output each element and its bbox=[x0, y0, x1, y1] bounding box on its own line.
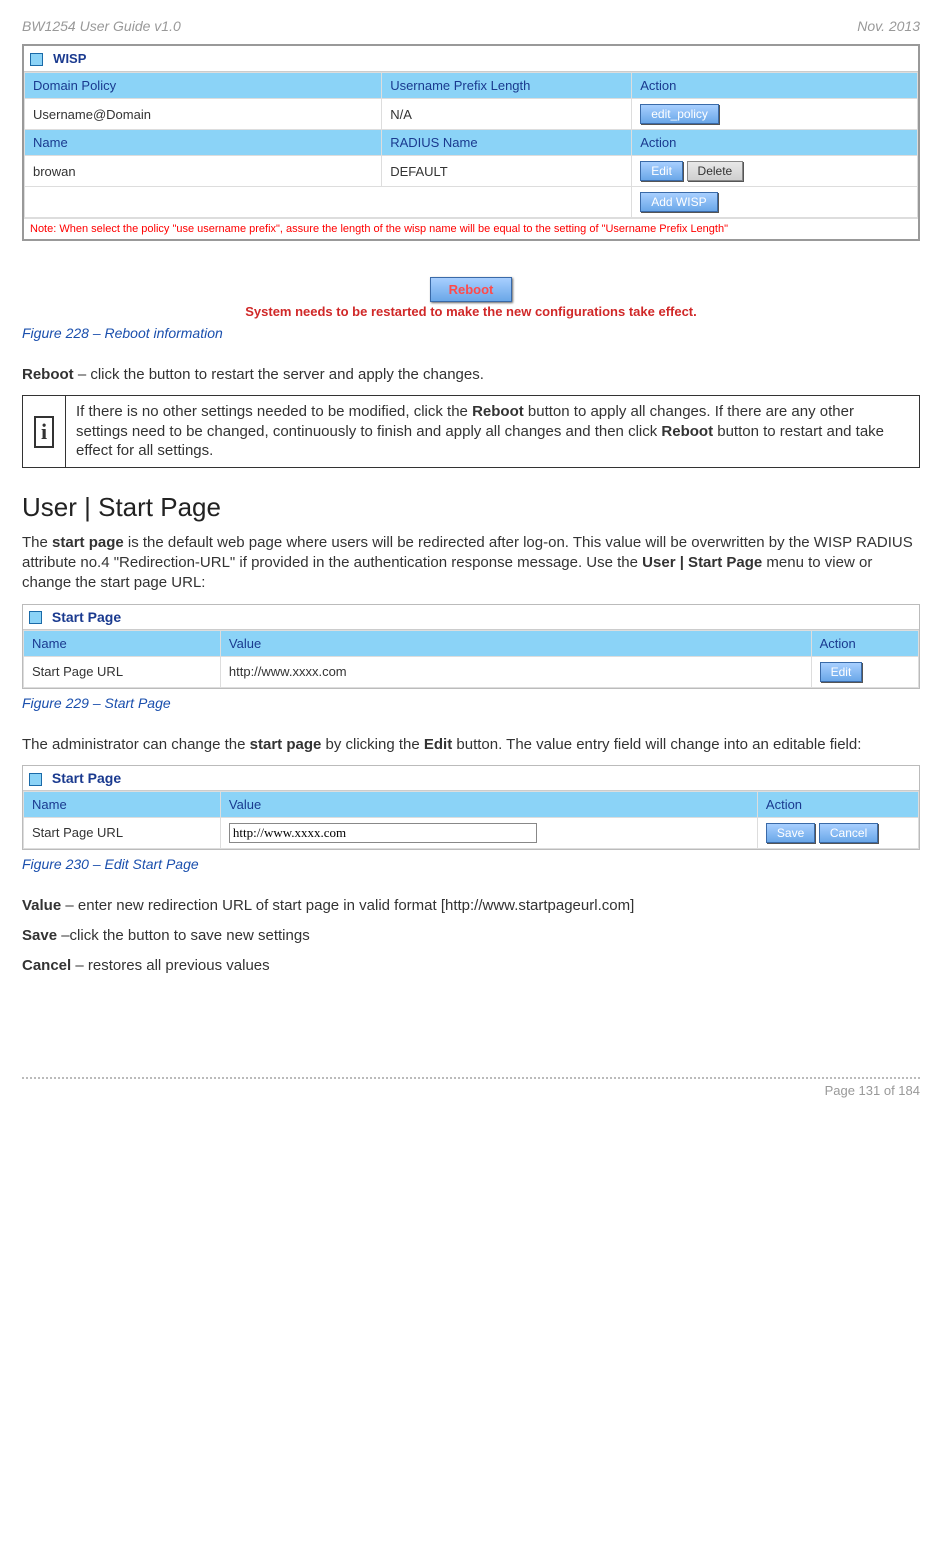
figure-230-caption: Figure 230 – Edit Start Page bbox=[22, 856, 920, 872]
cell-sp-value: http://www.xxxx.com bbox=[220, 656, 811, 687]
delete-button[interactable]: Delete bbox=[687, 161, 744, 181]
reboot-bold: Reboot bbox=[22, 366, 74, 383]
save-line: Save –click the button to save new setti… bbox=[22, 926, 920, 946]
start-page-table: Name Value Action Start Page URL http://… bbox=[23, 630, 919, 688]
col-name: Name bbox=[24, 791, 221, 817]
edit-button[interactable]: Edit bbox=[640, 161, 683, 181]
header-right: Nov. 2013 bbox=[857, 18, 920, 34]
page-footer: Page 131 of 184 bbox=[22, 1077, 920, 1098]
reboot-msg: System needs to be restarted to make the… bbox=[22, 304, 920, 319]
figure-229-panel: Start Page Name Value Action Start Page … bbox=[22, 604, 920, 689]
note-box: i If there is no other settings needed t… bbox=[22, 395, 920, 468]
note-text: If there is no other settings needed to … bbox=[66, 396, 919, 467]
cell-name: browan bbox=[25, 156, 382, 187]
col-value: Value bbox=[220, 791, 757, 817]
cell-action-edit-delete: Edit Delete bbox=[632, 156, 918, 187]
cancel-line: Cancel – restores all previous values bbox=[22, 956, 920, 976]
reboot-rest: – click the button to restart the server… bbox=[74, 366, 484, 383]
col-username-prefix: Username Prefix Length bbox=[382, 73, 632, 99]
col-name: Name bbox=[24, 630, 221, 656]
cell-prefix-length: N/A bbox=[382, 99, 632, 130]
col-name: Name bbox=[25, 130, 382, 156]
panel-icon bbox=[29, 611, 42, 624]
col-action: Action bbox=[811, 630, 918, 656]
start-page-url-input[interactable] bbox=[229, 823, 537, 843]
header-left: BW1254 User Guide v1.0 bbox=[22, 18, 181, 34]
cell-radius-name: DEFAULT bbox=[382, 156, 632, 187]
info-icon: i bbox=[23, 396, 66, 467]
wisp-table: Domain Policy Username Prefix Length Act… bbox=[24, 72, 918, 218]
add-wisp-button[interactable]: Add WISP bbox=[640, 192, 717, 212]
page-header: BW1254 User Guide v1.0 Nov. 2013 bbox=[22, 18, 920, 34]
cell-add-wisp: Add WISP bbox=[632, 187, 918, 218]
cell-sp-name: Start Page URL bbox=[24, 817, 221, 848]
col-action: Action bbox=[632, 73, 918, 99]
start-page-intro: The start page is the default web page w… bbox=[22, 533, 920, 594]
col-radius-name: RADIUS Name bbox=[382, 130, 632, 156]
value-line: Value – enter new redirection URL of sta… bbox=[22, 896, 920, 916]
panel-icon bbox=[29, 773, 42, 786]
save-button[interactable]: Save bbox=[766, 823, 815, 843]
edit-intro: The administrator can change the start p… bbox=[22, 735, 920, 755]
cell-action-edit-policy: edit_policy bbox=[632, 99, 918, 130]
panel-icon bbox=[30, 53, 43, 66]
cell-empty bbox=[25, 187, 632, 218]
reboot-button[interactable]: Reboot bbox=[430, 277, 513, 302]
wisp-title-bar: WISP bbox=[24, 46, 918, 72]
col-action2: Action bbox=[632, 130, 918, 156]
col-value: Value bbox=[220, 630, 811, 656]
cell-sp-action: Edit bbox=[811, 656, 918, 687]
reboot-row: Reboot bbox=[22, 281, 920, 298]
cell-sp-name: Start Page URL bbox=[24, 656, 221, 687]
wisp-note: Note: When select the policy "use userna… bbox=[24, 218, 918, 239]
section-heading: User | Start Page bbox=[22, 492, 920, 523]
cell-domain-policy: Username@Domain bbox=[25, 99, 382, 130]
figure-229-caption: Figure 229 – Start Page bbox=[22, 695, 920, 711]
edit-button[interactable]: Edit bbox=[820, 662, 863, 682]
cell-sp-value-input bbox=[220, 817, 757, 848]
figure-230-panel: Start Page Name Value Action Start Page … bbox=[22, 765, 920, 850]
edit-policy-button[interactable]: edit_policy bbox=[640, 104, 719, 124]
col-domain-policy: Domain Policy bbox=[25, 73, 382, 99]
figure-228-caption: Figure 228 – Reboot information bbox=[22, 325, 920, 341]
start-page-edit-table: Name Value Action Start Page URL Save Ca… bbox=[23, 791, 919, 849]
cancel-button[interactable]: Cancel bbox=[819, 823, 878, 843]
start-page-title: Start Page bbox=[23, 766, 919, 791]
figure-228-panel: WISP Domain Policy Username Prefix Lengt… bbox=[22, 44, 920, 241]
cell-sp-save-cancel: Save Cancel bbox=[757, 817, 918, 848]
col-action: Action bbox=[757, 791, 918, 817]
start-page-title: Start Page bbox=[23, 605, 919, 630]
wisp-title: WISP bbox=[53, 51, 86, 66]
reboot-paragraph: Reboot – click the button to restart the… bbox=[22, 365, 920, 385]
